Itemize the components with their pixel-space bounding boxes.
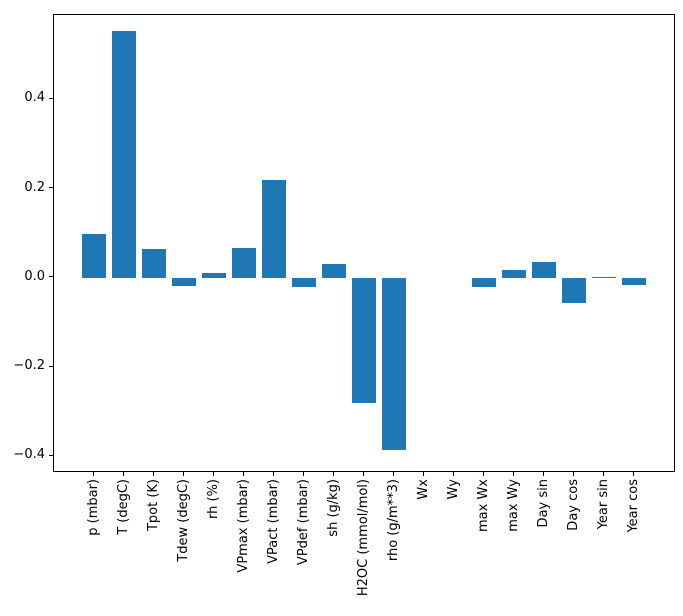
- bar-vpmax-mbar: [232, 248, 257, 278]
- bar-rho-g-m-3: [382, 277, 407, 450]
- y-tick-label: 0.0: [24, 268, 45, 284]
- bar-max-wy: [502, 270, 527, 278]
- bar-tpot-k: [142, 249, 167, 278]
- x-tick-label: Tpot (K): [145, 479, 161, 532]
- x-tick-label: Day cos: [565, 479, 581, 531]
- x-tick-label: Wy: [445, 479, 461, 500]
- x-tick-label: rh (%): [205, 479, 221, 519]
- x-tick-mark: [182, 472, 184, 476]
- x-tick-label: Year cos: [625, 479, 641, 533]
- x-tick-label: VPdef (mbar): [295, 479, 311, 566]
- y-tick-mark: [49, 187, 53, 189]
- x-tick-mark: [512, 472, 514, 476]
- x-tick-label: p (mbar): [85, 479, 101, 536]
- x-tick-mark: [92, 472, 94, 476]
- bar-tdew-degc: [172, 277, 197, 287]
- x-tick-label: rho (g/m**3): [385, 479, 401, 562]
- x-tick-mark: [272, 472, 274, 476]
- y-tick-mark: [49, 454, 53, 456]
- y-tick-label: 0.4: [24, 90, 45, 106]
- bar-year-cos: [622, 277, 647, 286]
- x-tick-mark: [572, 472, 574, 476]
- x-tick-label: VPmax (mbar): [235, 479, 251, 573]
- x-tick-mark: [332, 472, 334, 476]
- x-tick-mark: [542, 472, 544, 476]
- bar-sh-g-kg: [322, 263, 347, 278]
- bar-year-sin: [592, 276, 617, 278]
- x-tick-label: Day sin: [535, 479, 551, 528]
- x-tick-label: Year sin: [595, 479, 611, 530]
- x-tick-label: T (degC): [115, 479, 131, 535]
- x-tick-label: H2OC (mmol/mol): [355, 479, 371, 597]
- y-tick-label: −0.4: [13, 447, 45, 463]
- x-tick-label: sh (g/kg): [325, 479, 341, 537]
- bar-vpact-mbar: [262, 179, 287, 278]
- x-tick-mark: [302, 472, 304, 476]
- x-tick-label: max Wx: [475, 479, 491, 533]
- bar-h2oc-mmol-mol: [352, 277, 377, 404]
- x-tick-mark: [242, 472, 244, 476]
- bar-t-degc: [112, 31, 137, 278]
- x-tick-label: max Wy: [505, 479, 521, 532]
- bar-p-mbar: [82, 233, 107, 278]
- x-tick-mark: [482, 472, 484, 476]
- x-tick-mark: [362, 472, 364, 476]
- plot-area: [53, 14, 675, 472]
- x-tick-mark: [632, 472, 634, 476]
- bar-day-sin: [532, 262, 557, 278]
- x-tick-mark: [422, 472, 424, 476]
- x-tick-mark: [212, 472, 214, 476]
- x-tick-label: VPact (mbar): [265, 479, 281, 564]
- x-tick-mark: [392, 472, 394, 476]
- x-tick-mark: [602, 472, 604, 476]
- x-tick-mark: [122, 472, 124, 476]
- bar-rh: [202, 273, 227, 278]
- y-tick-mark: [49, 276, 53, 278]
- x-tick-mark: [452, 472, 454, 476]
- bar-vpdef-mbar: [292, 277, 317, 288]
- bar-day-cos: [562, 277, 587, 303]
- y-tick-label: 0.2: [24, 179, 45, 195]
- bar-max-wx: [472, 277, 497, 288]
- x-tick-mark: [152, 472, 154, 476]
- x-tick-label: Wx: [415, 479, 431, 500]
- x-tick-label: Tdew (degC): [175, 479, 191, 562]
- y-tick-label: −0.2: [13, 358, 45, 374]
- y-tick-mark: [49, 97, 53, 99]
- y-tick-mark: [49, 365, 53, 367]
